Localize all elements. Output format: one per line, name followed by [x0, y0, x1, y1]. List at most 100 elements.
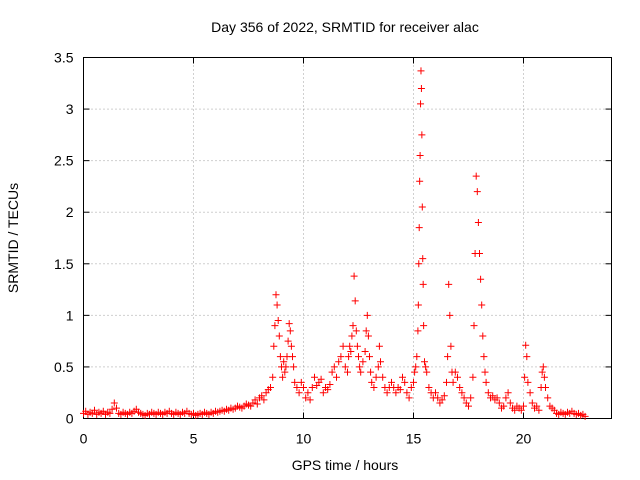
- data-point: [544, 394, 552, 402]
- data-point: [480, 353, 488, 361]
- data-point: [478, 301, 486, 309]
- data-point: [581, 412, 589, 420]
- data-point: [364, 332, 372, 340]
- data-point: [258, 392, 266, 400]
- data-point: [282, 363, 290, 371]
- data-point: [363, 311, 371, 319]
- data-point: [269, 373, 277, 381]
- data-point: [251, 396, 259, 404]
- data-point: [473, 188, 481, 196]
- data-point: [401, 378, 409, 386]
- data-point: [414, 301, 422, 309]
- data-point: [533, 402, 541, 410]
- data-point: [506, 399, 514, 407]
- data-point: [367, 368, 375, 376]
- data-point: [477, 275, 485, 283]
- data-point: [353, 342, 361, 350]
- data-point: [337, 353, 345, 361]
- x-tick-label: 20: [516, 431, 532, 447]
- data-point: [434, 394, 442, 402]
- data-point: [460, 394, 468, 402]
- data-point: [372, 373, 380, 381]
- y-axis-label: SRMTID / TECUs: [5, 183, 21, 293]
- data-point: [368, 378, 376, 386]
- x-axis-label: GPS time / hours: [292, 457, 399, 473]
- data-point: [289, 353, 296, 361]
- data-point: [423, 368, 431, 376]
- data-point: [295, 389, 303, 397]
- data-point: [481, 368, 489, 376]
- data-point: [333, 373, 340, 381]
- data-point: [270, 342, 278, 350]
- data-point: [446, 311, 454, 319]
- data-point: [106, 409, 114, 417]
- data-point: [344, 368, 351, 376]
- data-point: [345, 353, 353, 361]
- data-point: [341, 363, 349, 371]
- data-point: [438, 396, 446, 404]
- data-point: [350, 272, 358, 280]
- data-point: [347, 347, 355, 355]
- data-point: [280, 358, 288, 366]
- data-point: [504, 389, 512, 397]
- data-point: [300, 384, 307, 392]
- data-point: [297, 378, 305, 386]
- data-point: [517, 406, 525, 414]
- data-point: [273, 301, 281, 309]
- data-point: [286, 327, 294, 335]
- data-point: [539, 363, 547, 371]
- data-point: [403, 389, 411, 397]
- y-tick-label: 2: [66, 204, 74, 220]
- data-point: [405, 394, 413, 402]
- data-point: [339, 342, 347, 350]
- data-point: [388, 378, 395, 386]
- axis-ticks: 0 5 10 15 20 0 0.5 1 1.5 2 2.5 3 3.5: [54, 50, 612, 447]
- data-point: [420, 322, 428, 330]
- data-point: [361, 347, 369, 355]
- grid-lines: [83, 57, 612, 419]
- data-point: [418, 131, 426, 139]
- data-point: [91, 406, 98, 414]
- y-tick-label: 0.5: [54, 359, 74, 375]
- data-point: [370, 384, 378, 392]
- x-tick-label: 0: [80, 431, 88, 447]
- data-point: [281, 368, 289, 376]
- data-point: [425, 384, 433, 392]
- data-point: [260, 396, 268, 404]
- data-point: [482, 378, 490, 386]
- data-point: [469, 373, 477, 381]
- data-point: [419, 255, 427, 263]
- data-point: [443, 378, 450, 386]
- data-point: [413, 353, 421, 361]
- data-point: [445, 280, 453, 288]
- data-point: [476, 249, 483, 257]
- data-point: [523, 353, 531, 361]
- data-point: [411, 368, 419, 376]
- data-point: [470, 322, 478, 330]
- data-point: [414, 327, 422, 335]
- data-point: [375, 342, 383, 350]
- data-point: [422, 363, 430, 371]
- data-point: [357, 368, 365, 376]
- data-point: [454, 373, 461, 381]
- x-tick-label: 5: [190, 431, 198, 447]
- data-point: [419, 280, 427, 288]
- data-point: [253, 400, 261, 408]
- data-point: [348, 332, 356, 340]
- data-point: [290, 363, 298, 371]
- data-point: [379, 373, 387, 381]
- data-point: [432, 389, 439, 397]
- data-point: [538, 368, 546, 376]
- data-point: [495, 399, 503, 407]
- data-point: [267, 384, 274, 392]
- data-point: [276, 353, 284, 361]
- data-point: [108, 405, 116, 413]
- data-point: [447, 342, 455, 350]
- data-point: [291, 378, 299, 386]
- data-point: [383, 389, 391, 397]
- data-point: [319, 389, 327, 397]
- data-point: [421, 358, 428, 366]
- data-point: [355, 353, 362, 361]
- data-point: [335, 358, 343, 366]
